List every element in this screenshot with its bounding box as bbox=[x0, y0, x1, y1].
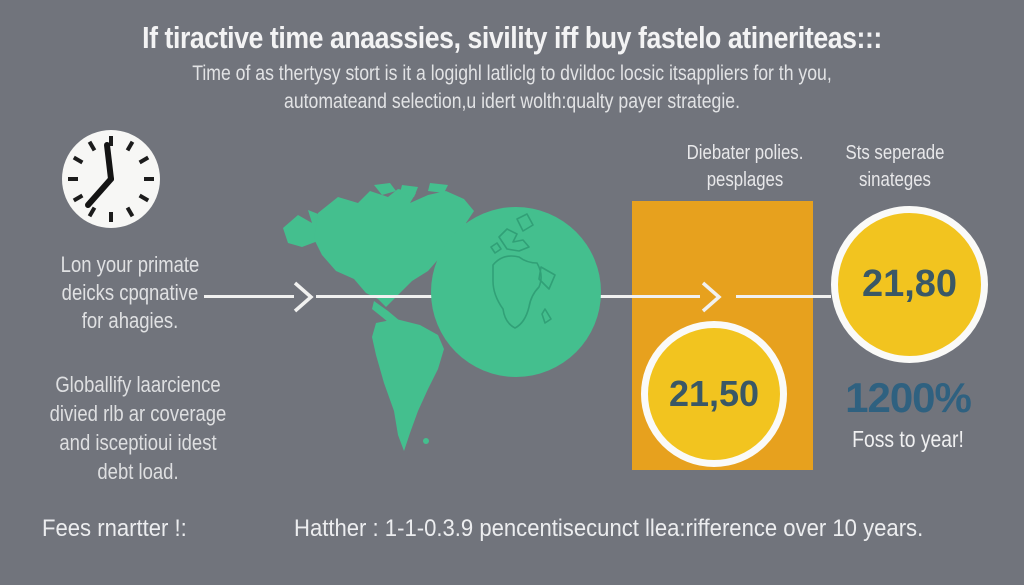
percent-stat: 1200% Foss to year! bbox=[808, 374, 1008, 453]
flow-line-segment bbox=[204, 295, 294, 298]
page-title: If tiractive time anaassies, sivility if… bbox=[142, 20, 882, 55]
clock-icon bbox=[62, 130, 160, 228]
label-line: Diebater polies. bbox=[686, 142, 804, 164]
percent-caption: Foss to year! bbox=[852, 426, 964, 452]
label-line: pesplages bbox=[706, 169, 784, 191]
page-subtitle: Time of as thertysy stort is it a logigh… bbox=[82, 60, 942, 116]
flow-line-segment bbox=[736, 295, 831, 298]
caption-line: for ahagies. bbox=[81, 308, 179, 333]
value-badge-big: 21,80 bbox=[831, 206, 988, 363]
panel-label-right: Sts seperade sinateges bbox=[824, 140, 967, 194]
percent-value: 1200% bbox=[845, 374, 972, 421]
caption-line: deicks cpqnative bbox=[61, 280, 199, 305]
caption-line: and isceptioui idest bbox=[59, 430, 217, 455]
caption-line: divied rlb ar coverage bbox=[49, 401, 227, 426]
value-badge-small: 21,50 bbox=[641, 321, 787, 467]
globe-icon bbox=[431, 207, 601, 377]
label-line: sinateges bbox=[859, 169, 931, 191]
left-caption-secondary: Globallify laarcience divied rlb ar cove… bbox=[30, 370, 245, 486]
arrow-right-icon bbox=[293, 281, 314, 313]
americas-map-icon bbox=[283, 183, 475, 451]
caption-line: Lon your primate bbox=[60, 252, 200, 277]
subtitle-line-1: Time of as thertysy stort is it a logigh… bbox=[192, 62, 832, 85]
value-text: 21,80 bbox=[861, 263, 958, 305]
subtitle-line-2: automateand selection,u idert wolth:qual… bbox=[284, 90, 740, 113]
value-text: 21,50 bbox=[668, 373, 760, 414]
caption-line: debt load. bbox=[97, 459, 179, 484]
footer-note-right: Hatther : 1-1-0.3.9 pencentisecunct llea… bbox=[294, 515, 924, 542]
label-line: Sts seperade bbox=[845, 142, 945, 164]
caption-line: Globallify laarcience bbox=[55, 372, 221, 397]
left-caption-primary: Lon your primate deicks cpqnative for ah… bbox=[29, 251, 231, 335]
panel-label-left: Diebater polies. pesplages bbox=[665, 140, 825, 194]
arrow-right-icon bbox=[701, 281, 722, 313]
footer-note-left: Fees rnartter !: bbox=[42, 515, 187, 542]
